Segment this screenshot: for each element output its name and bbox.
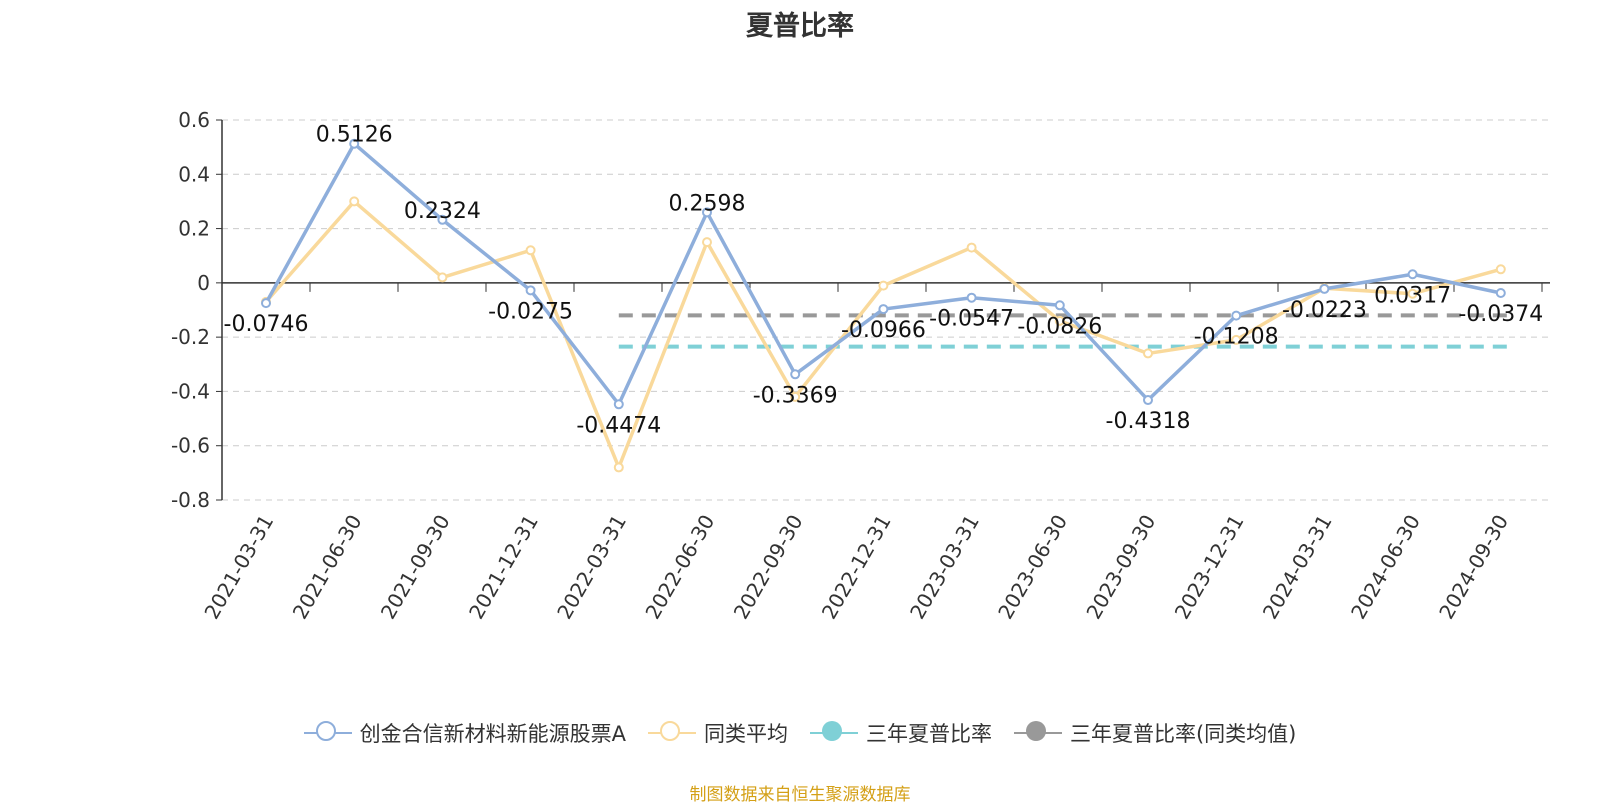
data-label: 0.2324 [404,199,481,224]
y-tick-label: 0 [197,271,210,295]
data-label: -0.0966 [841,318,926,343]
data-label: -0.4474 [576,413,661,438]
data-point [966,292,977,303]
y-tick-label: -0.4 [171,379,210,403]
data-point [1407,269,1418,280]
data-point [613,399,624,410]
data-point [437,214,448,225]
x-tick-label: 2022-03-31 [552,511,631,624]
data-label: 0.5126 [316,123,393,148]
data-point [1231,310,1242,321]
data-point [613,462,624,473]
x-tick-label: 2024-03-31 [1258,511,1337,624]
legend-label: 三年夏普比率(同类均值) [1069,722,1297,746]
x-tick-label: 2021-09-30 [376,511,455,624]
x-tick-label: 2024-06-30 [1346,511,1425,624]
legend-item[interactable]: 创金合信新材料新能源股票A [303,718,626,748]
x-tick-label: 2022-12-31 [817,511,896,624]
data-label: 0.2598 [669,191,746,216]
data-label: -0.1208 [1194,325,1279,350]
chart-title: 夏普比率 [746,11,854,42]
data-point [790,369,801,380]
x-tick-label: 2021-06-30 [288,511,367,624]
legend-swatch [303,720,352,746]
data-point [349,196,360,207]
data-source-note: 制图数据来自恒生聚源数据库 [689,785,911,805]
data-point [1143,395,1153,406]
legend-label: 三年夏普比率 [865,722,992,746]
data-point [1495,288,1506,299]
x-tick-label: 2021-03-31 [199,511,278,624]
data-point [1231,334,1242,345]
x-tick-label: 2022-09-30 [729,511,808,624]
legend-swatch [647,720,696,746]
legend-item[interactable]: 同类平均 [647,718,788,748]
legend-label: 创金合信新材料新能源股票A [359,722,626,746]
y-tick-label: 0.6 [178,108,210,132]
data-point [437,272,448,283]
chart-legend: 创金合信新材料新能源股票A 同类平均 三年夏普比率 三年夏普比率(同类均值) [0,718,1600,748]
data-point [1143,348,1153,359]
y-tick-label: 0.4 [178,162,210,186]
y-tick-label: -0.2 [171,325,210,349]
data-point [878,304,889,315]
data-label: -0.0826 [1017,314,1102,339]
x-tick-label: 2023-03-31 [905,511,984,624]
data-point [261,298,271,309]
legend-swatch [809,720,858,746]
legend-item[interactable]: 三年夏普比率(同类均值) [1013,718,1297,748]
x-tick-label: 2021-12-31 [464,511,543,624]
x-tick-label: 2023-12-31 [1170,511,1249,624]
data-label: 0.0317 [1374,283,1451,308]
data-point [525,245,536,256]
data-point [525,285,536,296]
x-tick-label: 2022-06-30 [640,511,719,624]
data-point [1319,283,1330,294]
x-tick-label: 2023-09-30 [1081,511,1160,624]
y-tick-label: 0.2 [178,217,210,241]
data-point [1054,300,1065,311]
legend-label: 同类平均 [703,722,788,746]
data-label: -0.0223 [1282,298,1367,323]
data-label: -0.4318 [1106,409,1191,434]
data-label: -0.3369 [753,383,838,408]
data-point [1495,264,1506,275]
data-point [1407,288,1418,299]
y-tick-label: -0.8 [171,488,210,512]
data-label: -0.0746 [224,312,309,337]
data-label: -0.0547 [929,307,1014,332]
data-label: -0.0275 [488,299,573,324]
y-tick-label: -0.6 [171,434,210,458]
data-point [1054,315,1065,326]
x-tick-label: 2023-06-30 [993,511,1072,624]
data-point [966,242,977,253]
data-point [790,391,801,402]
data-point [878,280,889,291]
legend-item[interactable]: 三年夏普比率 [809,718,992,748]
legend-swatch [1013,720,1062,746]
data-point [702,237,712,248]
data-point [349,138,360,149]
data-point [702,207,712,218]
data-label: -0.0374 [1458,302,1543,327]
x-tick-label: 2024-09-30 [1434,511,1513,624]
